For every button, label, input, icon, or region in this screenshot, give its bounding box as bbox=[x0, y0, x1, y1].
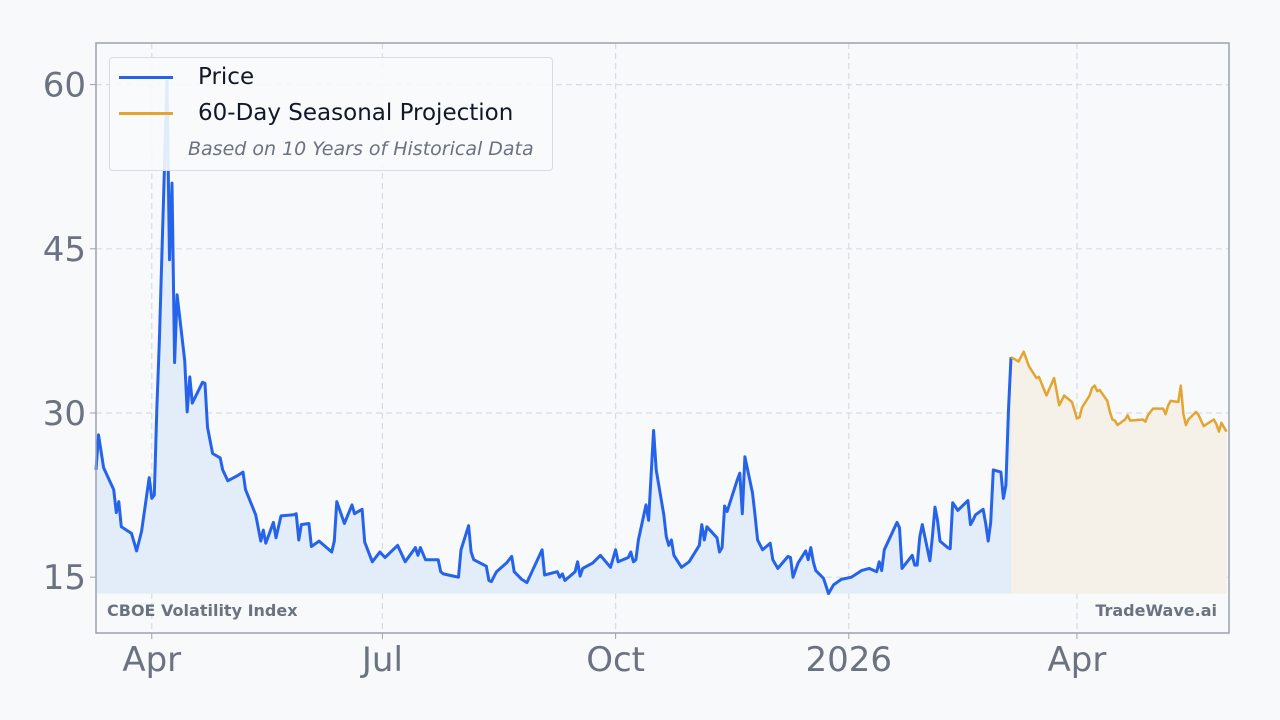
series-lines bbox=[94, 79, 1228, 596]
x-tick-label: Oct bbox=[586, 640, 645, 680]
legend-item-price: Price bbox=[110, 64, 254, 90]
x-tick-label: Jul bbox=[360, 640, 403, 680]
plot-frame bbox=[95, 42, 1230, 634]
legend-swatch-price bbox=[119, 75, 173, 79]
legend-note: Based on 10 Years of Historical Data bbox=[188, 138, 534, 160]
series-line-projection bbox=[1010, 350, 1228, 433]
y-tick-label: 45 bbox=[43, 230, 86, 270]
watermark-brand: TradeWave.ai bbox=[1095, 601, 1217, 620]
axis-ticks: 15 30 45 60 Apr Jul Oct 2026 Apr bbox=[43, 66, 1107, 680]
y-tick-label: 60 bbox=[43, 66, 86, 106]
x-tick-label: Apr bbox=[1048, 640, 1107, 680]
legend-label: Price bbox=[198, 64, 255, 90]
y-tick-label: 15 bbox=[43, 558, 86, 598]
y-tick-label: 30 bbox=[43, 394, 86, 434]
watermark-index-name: CBOE Volatility Index bbox=[107, 601, 298, 620]
x-tick-label: 2026 bbox=[806, 640, 893, 680]
legend: Price 60-Day Seasonal Projection Based o… bbox=[109, 57, 553, 171]
legend-item-projection: 60-Day Seasonal Projection bbox=[110, 100, 513, 126]
x-tick-label: Apr bbox=[122, 640, 181, 680]
legend-label: 60-Day Seasonal Projection bbox=[198, 100, 514, 126]
area-fill-projection bbox=[1011, 351, 1227, 594]
legend-swatch-projection bbox=[119, 111, 173, 115]
